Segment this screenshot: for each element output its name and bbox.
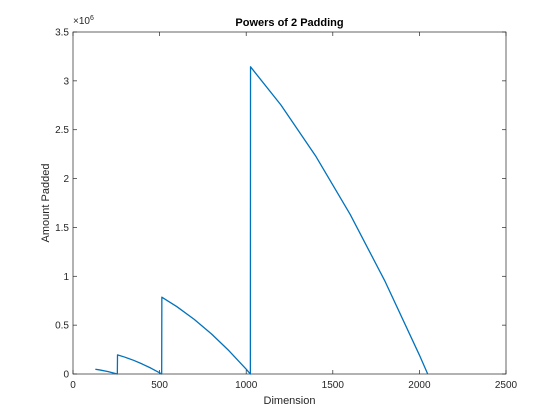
y-axis: 0 0.5 1 1.5 2 2.5 3 3.5: [55, 28, 506, 381]
y-exponent-base: ×10: [73, 16, 90, 27]
axes-box: [72, 31, 507, 375]
x-tick-label: 500: [151, 380, 168, 391]
y-tick-label: 3: [63, 76, 69, 87]
y-exponent-power: 6: [90, 15, 94, 22]
plot-area: [72, 31, 507, 375]
y-tick-label: 3.5: [55, 28, 69, 39]
x-tick-label: 2000: [408, 380, 431, 391]
x-tick-label: 1000: [235, 380, 258, 391]
y-tick-label: 2: [63, 174, 69, 185]
y-axis-exponent: ×106: [73, 15, 94, 27]
y-tick-label: 1.5: [55, 223, 69, 234]
series-layer: [95, 66, 429, 375]
padding-series-line: [95, 66, 429, 375]
x-axis-label: Dimension: [264, 395, 316, 407]
y-tick-label: 0: [63, 370, 69, 381]
x-tick-label: 2500: [495, 380, 518, 391]
x-tick-label: 0: [70, 380, 76, 391]
y-tick-label: 1: [63, 272, 69, 283]
x-axis: 0 500 1000 1500 2000 2500: [70, 32, 518, 391]
y-tick-label: 0.5: [55, 321, 69, 332]
x-tick-label: 1500: [322, 380, 345, 391]
chart-title: Powers of 2 Padding: [235, 17, 343, 29]
y-tick-label: 2.5: [55, 125, 69, 136]
y-axis-label: Amount Padded: [40, 164, 52, 243]
